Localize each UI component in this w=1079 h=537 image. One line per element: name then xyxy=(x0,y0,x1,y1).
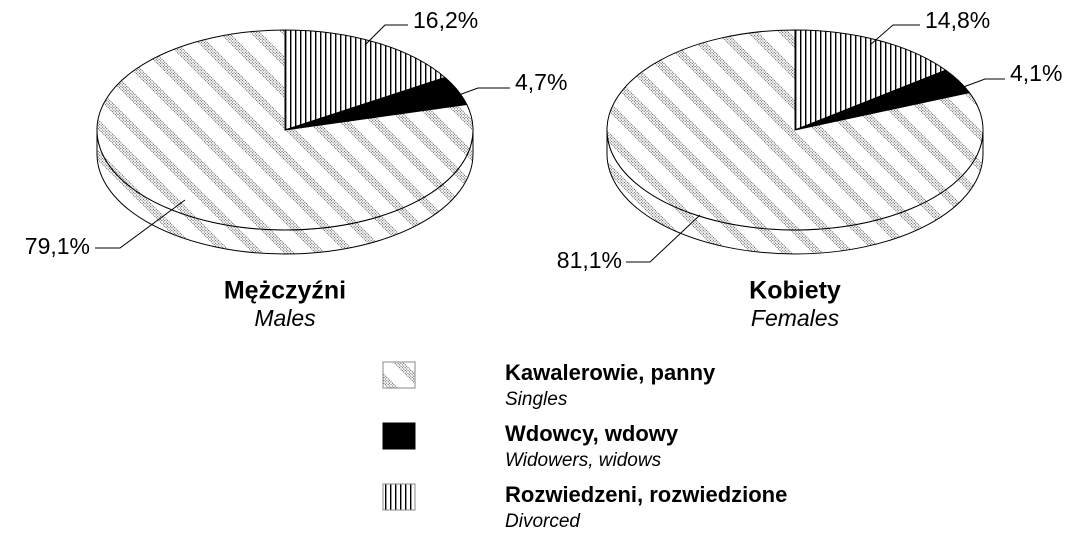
legend-label: Kawalerowie, panny xyxy=(505,360,716,385)
legend-swatch xyxy=(382,422,416,450)
chart-subtitle: Males xyxy=(254,305,316,331)
pie-slice xyxy=(606,29,984,231)
leader-line xyxy=(364,24,408,46)
legend-sublabel: Divorced xyxy=(505,511,581,532)
pie-slice xyxy=(284,29,446,131)
value-label: 16,2% xyxy=(413,7,478,33)
value-label: 14,8% xyxy=(925,7,990,33)
legend-swatch xyxy=(382,361,416,389)
chart-title: Kobiety xyxy=(749,277,841,305)
value-label: 81,1% xyxy=(557,247,622,273)
chart-subtitle: Females xyxy=(751,305,840,331)
leader-line xyxy=(869,24,920,46)
leader-line xyxy=(444,87,510,101)
pie-slice xyxy=(96,29,474,231)
leader-line xyxy=(949,78,1005,93)
leader-line xyxy=(626,214,701,263)
value-label: 4,7% xyxy=(515,69,567,95)
value-label: 79,1% xyxy=(25,233,90,259)
legend-label: Rozwiedzeni, rozwiedzione xyxy=(505,482,787,507)
legend-label: Wdowcy, wdowy xyxy=(505,421,679,446)
legend-sublabel: Singles xyxy=(505,389,568,410)
chart-title: Mężczyźni xyxy=(224,277,346,305)
legend-sublabel: Widowers, widows xyxy=(505,450,662,471)
leader-line xyxy=(95,199,186,249)
legend-swatch xyxy=(382,483,416,511)
pie-slice xyxy=(794,29,947,131)
value-label: 4,1% xyxy=(1010,60,1062,86)
